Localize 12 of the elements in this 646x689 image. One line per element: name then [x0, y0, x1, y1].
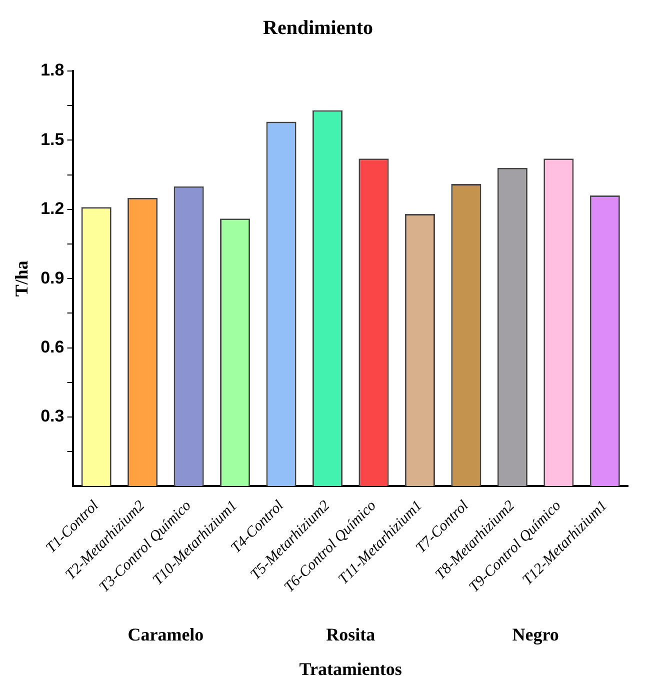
text: Caramelo	[128, 624, 204, 645]
y-tick-label: 0.3	[40, 406, 64, 426]
y-tick-label: 1.5	[40, 130, 64, 149]
text: Rosita	[326, 624, 376, 645]
y-tick-label: 1.8	[40, 60, 64, 80]
y-tick-label: 0.9	[40, 268, 64, 288]
y-axis-title: T/ha	[11, 260, 32, 297]
y-tick-label: 1.2	[40, 199, 64, 218]
text: Negro	[512, 624, 559, 645]
x-axis-title: Tratamientos	[299, 658, 402, 679]
y-tick-label: 0.6	[40, 337, 64, 356]
chart-title: Rendimiento	[263, 17, 373, 40]
